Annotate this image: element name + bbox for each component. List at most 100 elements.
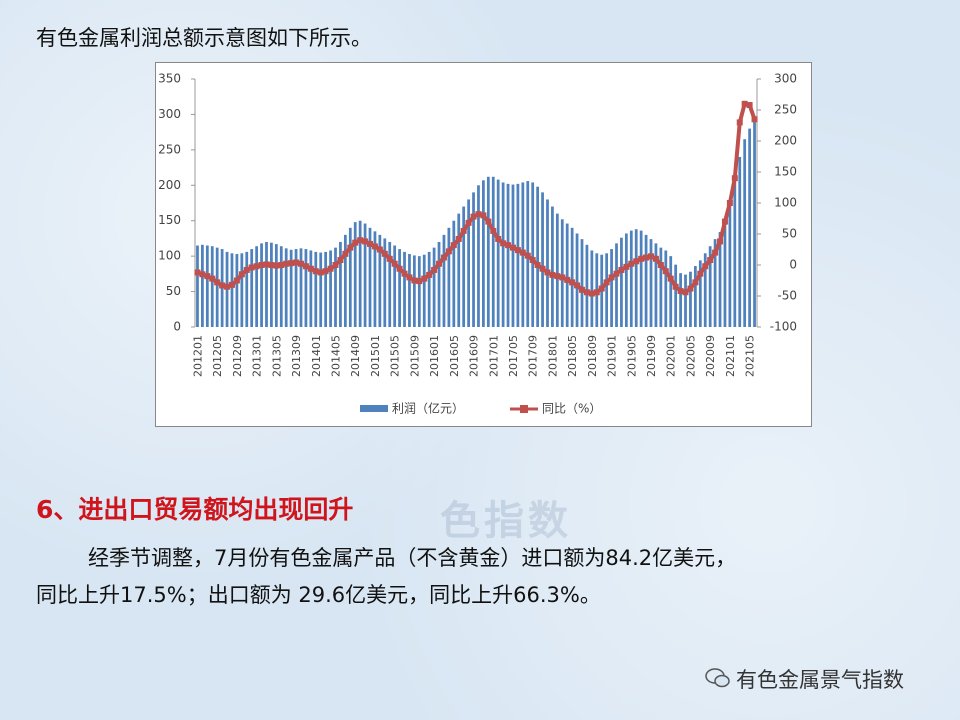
marker	[687, 285, 694, 292]
bar	[235, 254, 239, 327]
marker	[633, 258, 640, 265]
bar	[620, 237, 623, 327]
marker	[337, 257, 344, 264]
marker	[214, 279, 221, 286]
marker	[209, 275, 216, 282]
bar	[531, 182, 535, 327]
watermark: 色指数	[440, 498, 572, 544]
x-tick-label: 201905	[625, 335, 638, 377]
y-tick-label: 0	[173, 320, 181, 334]
marker	[233, 277, 240, 284]
y-tick-label: 200	[158, 178, 181, 192]
marker	[440, 254, 447, 261]
marker	[312, 268, 319, 275]
marker	[539, 265, 546, 272]
bar	[457, 213, 461, 327]
marker	[509, 244, 516, 251]
bar	[713, 239, 717, 327]
marker	[677, 288, 684, 295]
marker	[638, 255, 645, 262]
marker	[283, 260, 290, 267]
marker	[194, 269, 201, 276]
bar	[590, 250, 594, 327]
x-tick-label: 201501	[369, 335, 382, 377]
x-tick-label: 201801	[546, 335, 559, 377]
bar	[304, 249, 308, 327]
bar	[274, 244, 278, 327]
marker	[322, 268, 329, 275]
marker	[317, 269, 324, 276]
marker	[697, 270, 704, 277]
x-tick-label: 201709	[527, 335, 540, 377]
x-tick-label: 201405	[330, 335, 343, 377]
bar	[393, 245, 397, 327]
marker	[450, 242, 457, 249]
legend-swatch	[360, 405, 388, 412]
bar	[215, 247, 219, 327]
bar	[368, 227, 372, 327]
bar	[718, 232, 722, 327]
marker	[648, 253, 655, 260]
bar	[201, 244, 204, 327]
bar	[230, 253, 234, 327]
bar	[383, 238, 387, 327]
x-tick-label: 201805	[566, 335, 579, 377]
marker	[702, 263, 709, 270]
bar	[575, 233, 579, 327]
bar	[467, 199, 470, 327]
y2-tick-label: 250	[774, 103, 797, 117]
bar	[398, 249, 401, 327]
marker	[204, 273, 211, 280]
marker	[352, 239, 359, 246]
bar	[743, 139, 747, 327]
marker	[327, 265, 334, 272]
marker	[490, 227, 497, 234]
bar	[733, 181, 737, 327]
marker	[465, 219, 472, 226]
bar	[555, 213, 559, 327]
x-tick-label: 201701	[487, 335, 500, 377]
marker	[406, 274, 413, 281]
y2-tick-label: 50	[782, 227, 797, 241]
marker	[672, 283, 679, 290]
y2-tick-label: -100	[770, 320, 797, 334]
x-tick-label: 201205	[211, 335, 224, 377]
marker	[288, 260, 295, 267]
bar	[447, 227, 451, 327]
marker	[224, 283, 231, 290]
marker	[460, 227, 467, 234]
y-tick-label: 100	[158, 249, 181, 263]
marker	[411, 277, 418, 284]
bar	[664, 250, 668, 327]
x-tick-label: 201705	[507, 335, 520, 377]
marker	[549, 271, 556, 278]
marker	[613, 270, 620, 277]
bar	[403, 251, 406, 327]
bar	[585, 244, 589, 327]
x-tick-label: 202005	[684, 335, 697, 377]
bar	[427, 251, 431, 327]
x-tick-label: 202105	[744, 335, 757, 377]
bar	[629, 230, 633, 327]
bar	[669, 256, 673, 327]
marker	[401, 270, 408, 277]
bar	[501, 182, 505, 327]
bar	[329, 250, 332, 327]
bar	[477, 185, 480, 327]
bar	[260, 243, 263, 327]
bar	[205, 245, 209, 327]
wechat-icon	[705, 668, 730, 688]
bar	[358, 220, 362, 327]
marker	[554, 273, 561, 280]
header: 有色金属利润总额示意图如下所示。	[36, 26, 372, 50]
bar	[472, 192, 475, 327]
marker	[588, 290, 595, 297]
bar	[536, 186, 540, 327]
marker	[455, 235, 462, 242]
marker	[559, 274, 566, 281]
bar	[708, 246, 712, 327]
bar	[511, 184, 515, 327]
bar	[703, 253, 707, 327]
bar	[240, 253, 244, 327]
marker	[495, 235, 502, 242]
